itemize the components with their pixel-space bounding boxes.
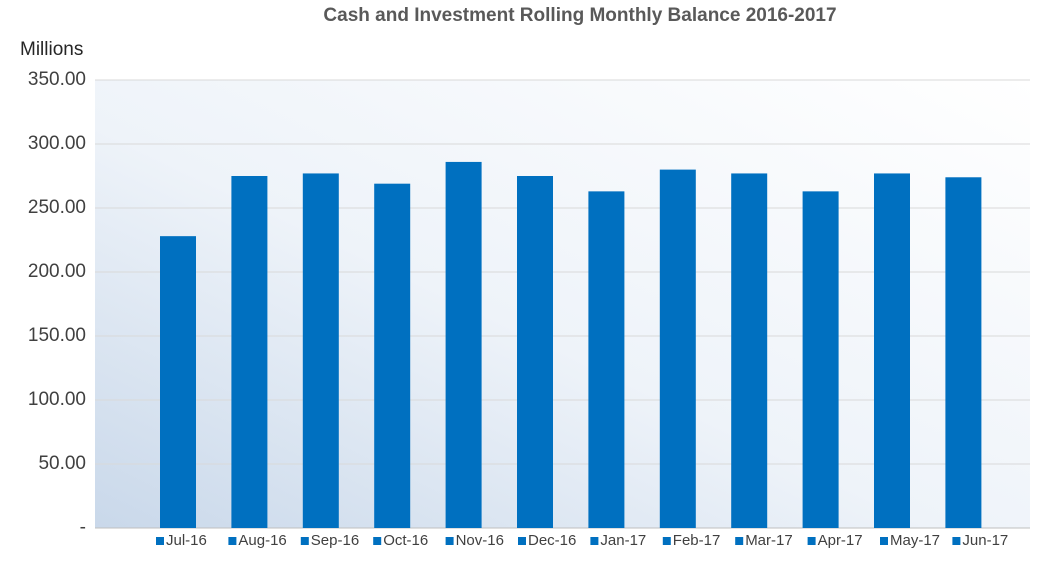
legend-label: Sep-16 [311, 532, 359, 549]
bar [802, 191, 839, 529]
bar [874, 173, 910, 528]
legend-label: May-17 [890, 532, 940, 549]
legend-swatch [880, 537, 888, 545]
legend-label: Apr-17 [818, 532, 863, 549]
legend-label: Jan-17 [600, 532, 646, 549]
bar [945, 177, 982, 528]
y-tick-label: 50.00 [38, 453, 86, 474]
legend-label: Jul-16 [166, 532, 207, 549]
y-tick-label: 150.00 [28, 325, 86, 346]
bar [659, 169, 696, 528]
y-tick-label: 100.00 [28, 389, 86, 410]
bar [302, 173, 339, 528]
bar [160, 236, 196, 528]
bar [374, 183, 411, 528]
y-tick-label: - [80, 517, 86, 538]
bar [517, 176, 553, 528]
legend-label: Mar-17 [745, 532, 793, 549]
y-tick-label: 300.00 [28, 133, 86, 154]
bar [445, 161, 482, 529]
legend-swatch [228, 537, 237, 545]
legend-swatch [590, 537, 599, 545]
y-tick-label: 200.00 [28, 261, 86, 282]
legend-swatch [735, 537, 744, 545]
bar [588, 191, 625, 529]
chart-title: Cash and Investment Rolling Monthly Bala… [323, 5, 836, 26]
legend-swatch [445, 537, 454, 545]
legend-label: Feb-17 [673, 532, 721, 549]
legend-label: Jun-17 [962, 532, 1008, 549]
bar [731, 173, 768, 528]
legend-swatch [373, 537, 382, 545]
legend-label: Nov-16 [456, 532, 504, 549]
legend-label: Dec-16 [528, 532, 576, 549]
y-axis-label: Millions [20, 39, 83, 60]
legend-swatch [662, 537, 671, 545]
y-tick-label: 250.00 [28, 197, 86, 218]
y-tick-label: 350.00 [28, 69, 86, 90]
legend-swatch [300, 537, 309, 545]
legend-swatch [518, 537, 526, 545]
bar [231, 176, 268, 528]
legend-swatch [952, 537, 961, 545]
legend-swatch [807, 537, 816, 545]
legend-label: Aug-16 [238, 532, 286, 549]
legend-swatch [156, 537, 164, 545]
legend-label: Oct-16 [383, 532, 428, 549]
